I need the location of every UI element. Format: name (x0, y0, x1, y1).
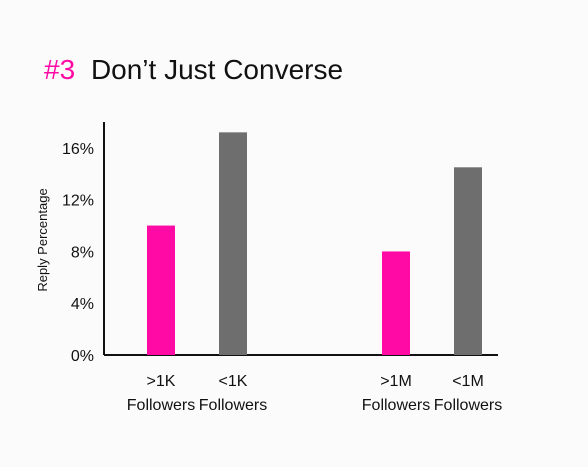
chart-title: #3 Don’t Just Converse (44, 54, 343, 85)
bar (219, 132, 247, 355)
x-tick-label: Followers (199, 397, 267, 414)
x-tick-label: <1M (452, 373, 484, 390)
y-ticks: 0% 4% 8% 12% 16% (62, 141, 94, 365)
x-tick-label: <1K (219, 373, 248, 390)
x-tick-label: >1K (147, 373, 176, 390)
y-tick-label: 16% (62, 141, 94, 158)
x-tick-label: Followers (362, 397, 430, 414)
bars (147, 132, 482, 355)
chart-title-text: Don’t Just Converse (91, 54, 343, 85)
x-tick-label: Followers (127, 397, 195, 414)
x-tick-label: >1M (380, 373, 412, 390)
x-tick-label: Followers (434, 397, 502, 414)
y-tick-label: 0% (71, 348, 94, 365)
y-tick-label: 12% (62, 193, 94, 210)
chart-title-prefix: #3 (44, 54, 75, 85)
y-tick-label: 4% (71, 296, 94, 313)
x-labels: >1K Followers <1K Followers >1M Followers <1M F… (127, 373, 502, 414)
bar (382, 251, 410, 355)
y-tick-label: 8% (71, 244, 94, 261)
y-axis-label: Reply Percentage (35, 188, 50, 291)
bar (147, 225, 175, 355)
bar (454, 167, 482, 355)
